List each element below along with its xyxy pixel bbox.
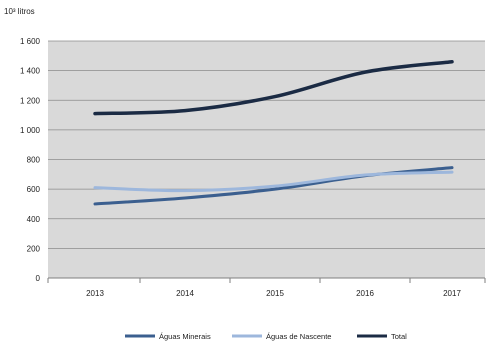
y-tick-label-600: 600 <box>27 185 41 194</box>
x-axis-ticks: 2013 2014 2015 2016 2017 <box>47 278 486 298</box>
y-tick-label-400: 400 <box>27 215 41 224</box>
y-tick-label-800: 800 <box>27 156 41 165</box>
legend: Águas Minerais Águas de Nascente Total <box>125 332 407 341</box>
x-tick-label-2013: 2013 <box>86 289 104 298</box>
y-unit-label: 10³ litros <box>4 7 35 16</box>
legend-label-total: Total <box>391 332 407 341</box>
y-tick-label-1400: 1 400 <box>20 67 41 76</box>
y-tick-label-1000: 1 000 <box>20 126 41 135</box>
legend-label-aguas-minerais: Águas Minerais <box>159 332 211 341</box>
series-line-total <box>93 59 454 116</box>
series-line-aguas-de-nascente <box>93 170 454 193</box>
y-axis-ticks: 0 200 400 600 800 1 000 1 200 1 400 1 600 <box>20 37 41 283</box>
x-tick-label-2016: 2016 <box>356 289 374 298</box>
x-tick-label-2014: 2014 <box>176 289 194 298</box>
y-tick-label-0: 0 <box>36 274 41 283</box>
legend-label-aguas-de-nascente: Águas de Nascente <box>266 332 331 341</box>
y-tick-label-1600: 1 600 <box>20 37 41 46</box>
y-tick-label-200: 200 <box>27 244 41 253</box>
x-tick-label-2017: 2017 <box>443 289 461 298</box>
series-lines <box>93 59 454 206</box>
x-tick-label-2015: 2015 <box>266 289 284 298</box>
y-tick-label-1200: 1 200 <box>20 96 41 105</box>
